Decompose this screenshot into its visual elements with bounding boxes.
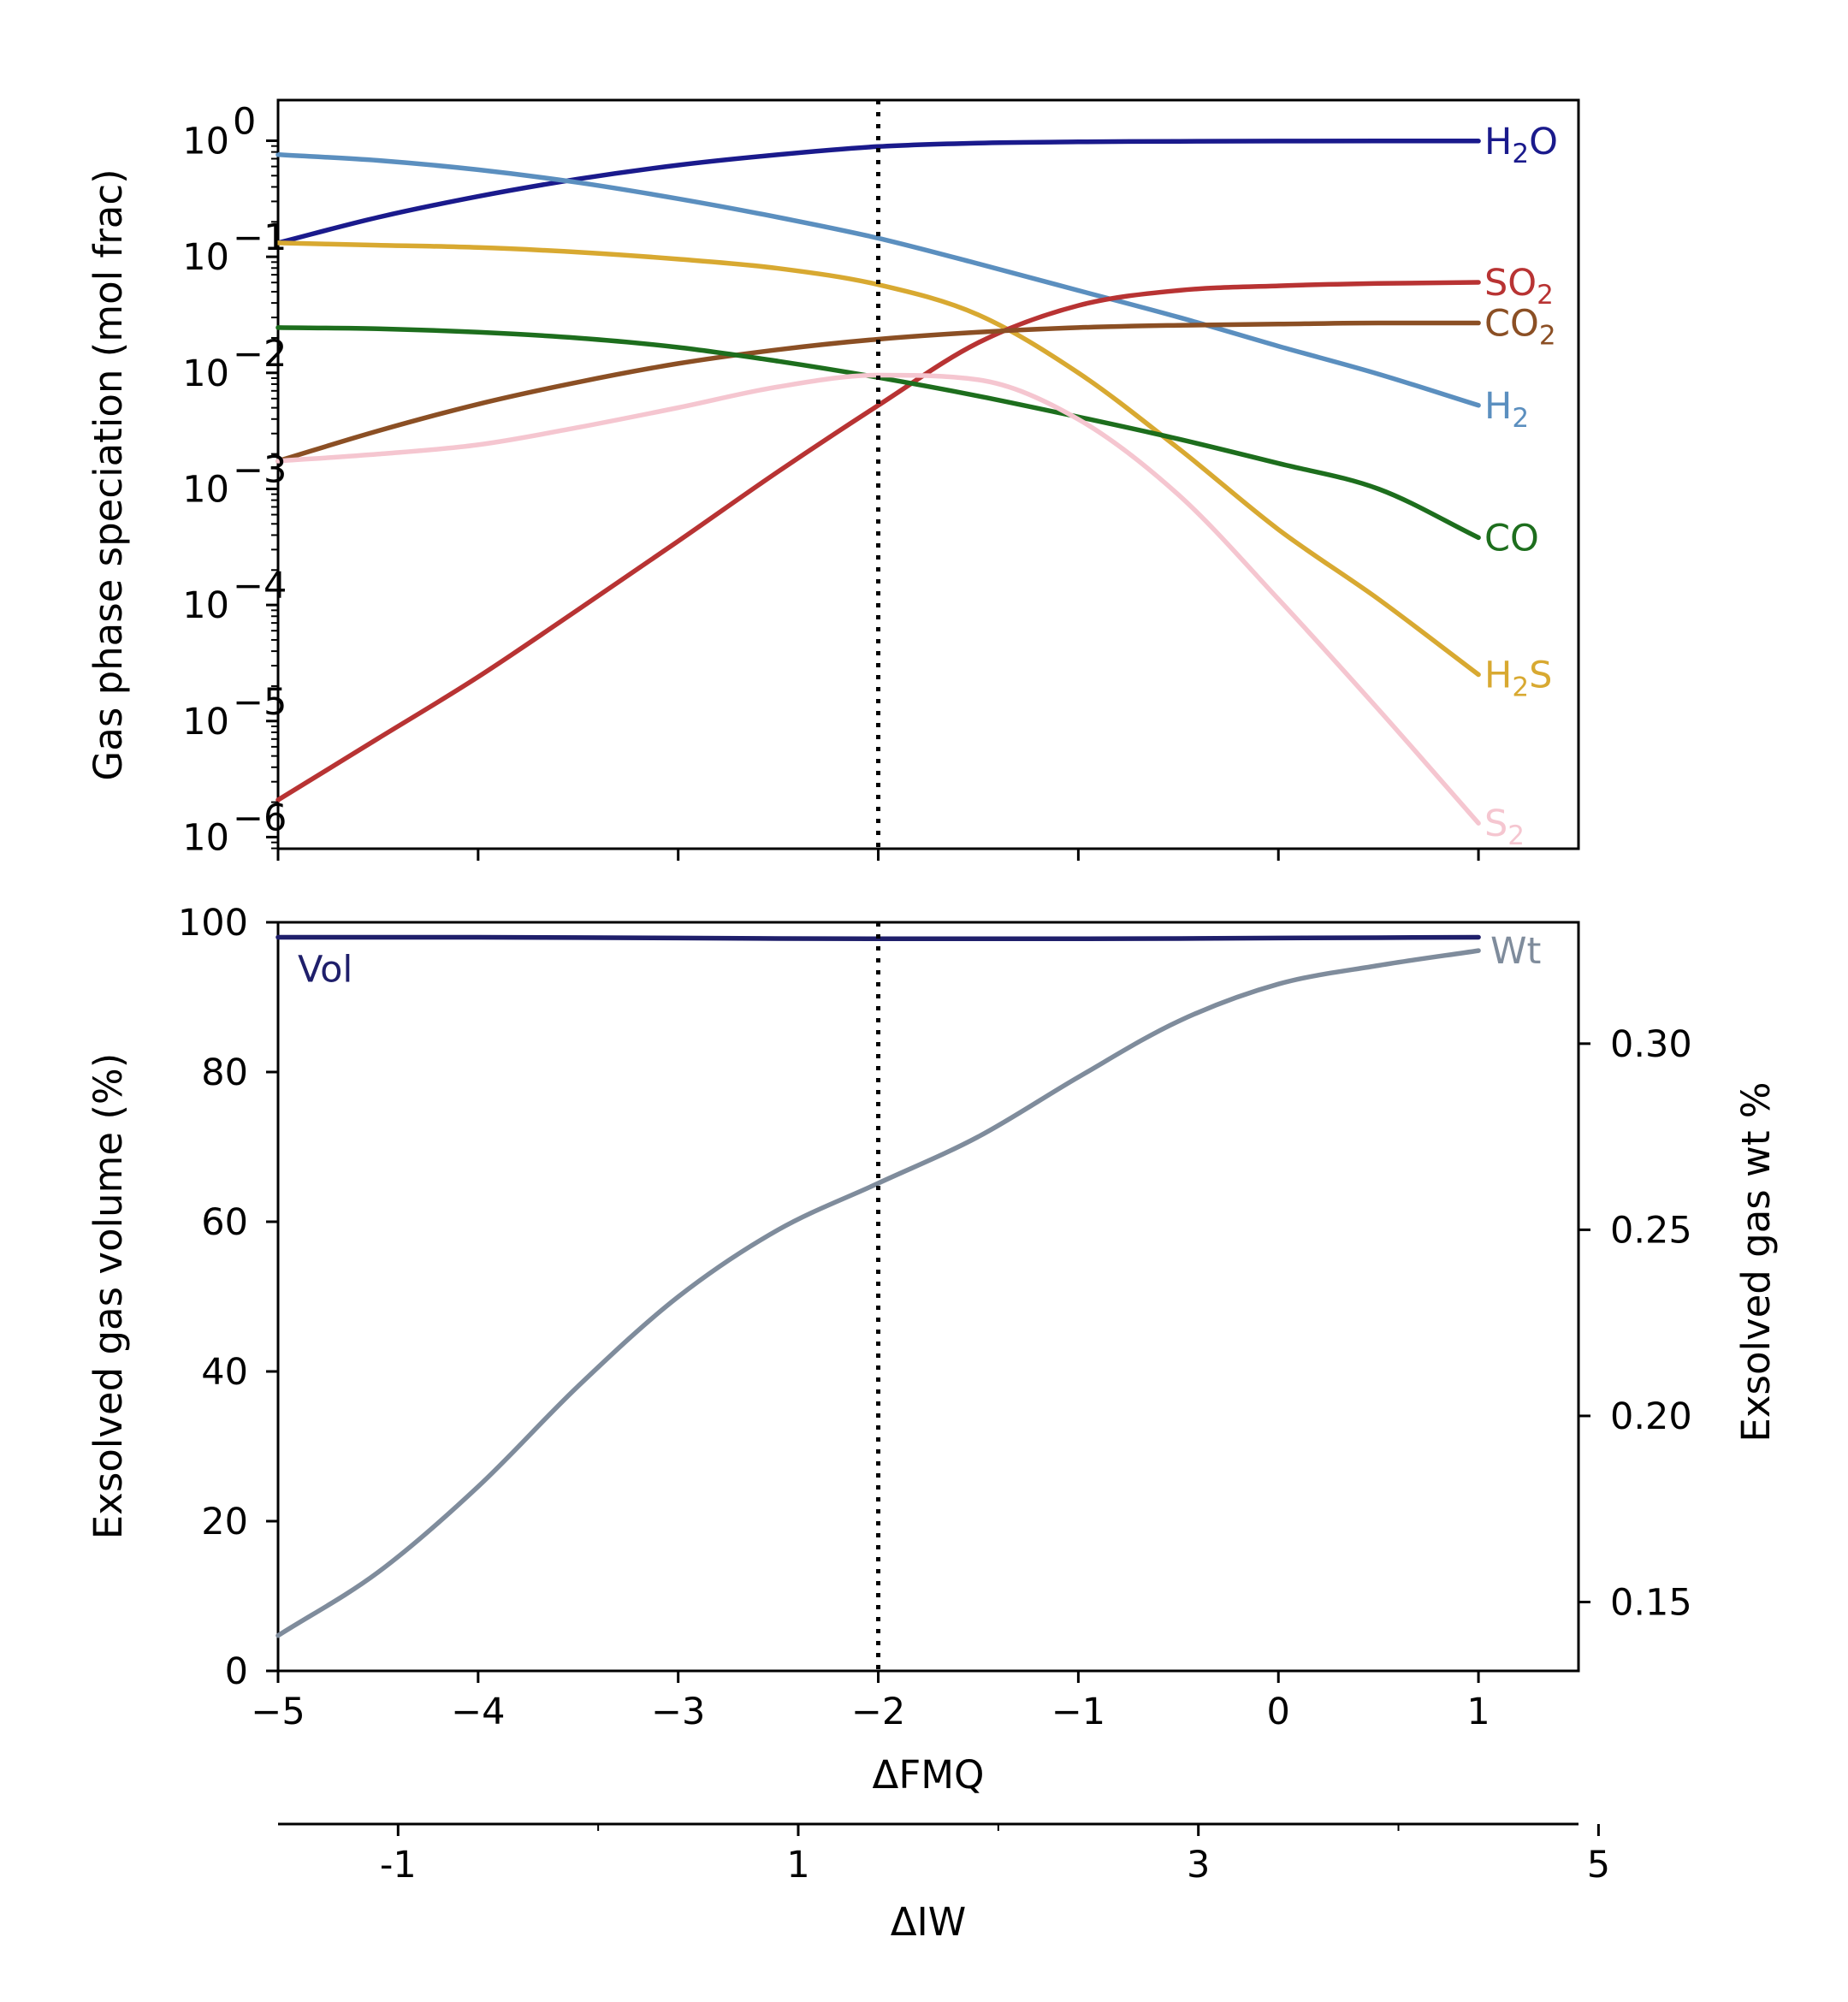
series-label-co: CO xyxy=(1484,517,1539,560)
series-label-h2o: H2O xyxy=(1484,121,1558,169)
speciation-frame xyxy=(276,98,1580,850)
y-tick-label: 60 xyxy=(201,1201,248,1244)
x-tick-label: 0 xyxy=(1267,1691,1290,1733)
series-label-h2s: H2S xyxy=(1484,654,1552,703)
exsolved-frame xyxy=(276,921,1580,1673)
exsolved-volume-y-ticks: 0 20 40 60 80 100 xyxy=(178,902,278,1693)
x-tick-label: −5 xyxy=(251,1691,305,1733)
exsolved-series-labels: Vol Wt xyxy=(298,930,1541,991)
exsolved-wt-y-ticks: 0.15 0.20 0.25 0.30 xyxy=(1578,1023,1692,1625)
y-tick-label: 10 xyxy=(182,468,229,511)
exsolved-series xyxy=(275,934,1481,1638)
iw-axis: -1 1 3 5 ΔIW xyxy=(278,1822,1610,1945)
y-tick-label: 10 xyxy=(182,701,229,743)
series-line-so2 xyxy=(275,280,1481,803)
y-tick-label: 0 xyxy=(225,1650,248,1693)
y-tick-label: 100 xyxy=(178,902,248,945)
series-label-so2: SO2 xyxy=(1484,262,1554,311)
series-label-h2: H2 xyxy=(1484,385,1529,434)
series-line-h2 xyxy=(275,152,1481,408)
iw-tick-label: 5 xyxy=(1587,1844,1610,1886)
right-y-tick-label: 0.30 xyxy=(1610,1023,1692,1066)
series-line-h2o xyxy=(275,139,1481,246)
series-label-vol: Vol xyxy=(298,949,352,992)
series-line-s2 xyxy=(275,372,1481,826)
y-tick-label: 10 xyxy=(182,816,229,859)
right-y-tick-label: 0.20 xyxy=(1610,1395,1692,1438)
exsolved-wt-y-axis-label: Exsolved gas wt % xyxy=(1733,1081,1779,1442)
y-tick-exponent: −4 xyxy=(233,565,287,607)
y-tick-label: 20 xyxy=(201,1501,248,1543)
exsolved-gas-panel: 0 20 40 60 80 100 0.15 0.20 0.25 0.30 −5 −4 −3 −2 −1… xyxy=(86,902,1779,1798)
x-tick-label: −4 xyxy=(451,1691,505,1733)
speciation-y-axis-label: Gas phase speciation (mol frac) xyxy=(86,169,131,780)
iw-tick-label: 3 xyxy=(1187,1844,1210,1886)
x-tick-label: −3 xyxy=(651,1691,705,1733)
speciation-x-ticks xyxy=(276,849,1480,861)
series-line-co2 xyxy=(275,320,1481,464)
x-tick-label: −2 xyxy=(851,1691,905,1733)
y-tick-label: 40 xyxy=(201,1351,248,1394)
fmq-x-axis-label: ΔFMQ xyxy=(873,1752,985,1798)
iw-axis-label: ΔIW xyxy=(891,1899,967,1945)
exsolved-volume-y-axis-label: Exsolved gas volume (%) xyxy=(86,1053,131,1540)
y-tick-exponent: −5 xyxy=(233,681,287,724)
y-tick-label: 80 xyxy=(201,1051,248,1094)
series-label-co2: CO2 xyxy=(1484,302,1556,351)
iw-tick-label: 1 xyxy=(786,1844,809,1886)
series-label-s2: S2 xyxy=(1484,803,1525,851)
y-tick-label: 10 xyxy=(182,120,229,163)
iw-tick-label: -1 xyxy=(380,1844,417,1886)
y-tick-exponent: −3 xyxy=(233,448,287,491)
right-y-tick-label: 0.15 xyxy=(1610,1582,1692,1625)
iw-ticks: -1 1 3 5 xyxy=(380,1824,1610,1886)
y-tick-label: 10 xyxy=(182,236,229,279)
x-tick-label: 1 xyxy=(1466,1691,1490,1733)
series-line-h2s xyxy=(275,240,1481,678)
series-line-wt xyxy=(275,948,1481,1638)
y-tick-exponent: −6 xyxy=(233,797,287,839)
y-tick-exponent: 0 xyxy=(233,100,256,143)
fmq-x-ticks: −5 −4 −3 −2 −1 0 1 xyxy=(251,1671,1490,1733)
right-y-tick-label: 0.25 xyxy=(1610,1209,1692,1252)
x-tick-label: −1 xyxy=(1051,1691,1105,1733)
y-tick-exponent: −1 xyxy=(233,216,287,259)
y-tick-label: 10 xyxy=(182,584,229,627)
series-line-vol xyxy=(275,934,1481,942)
series-label-wt: Wt xyxy=(1490,930,1541,973)
y-tick-label: 10 xyxy=(182,352,229,395)
y-tick-exponent: −2 xyxy=(233,333,287,376)
